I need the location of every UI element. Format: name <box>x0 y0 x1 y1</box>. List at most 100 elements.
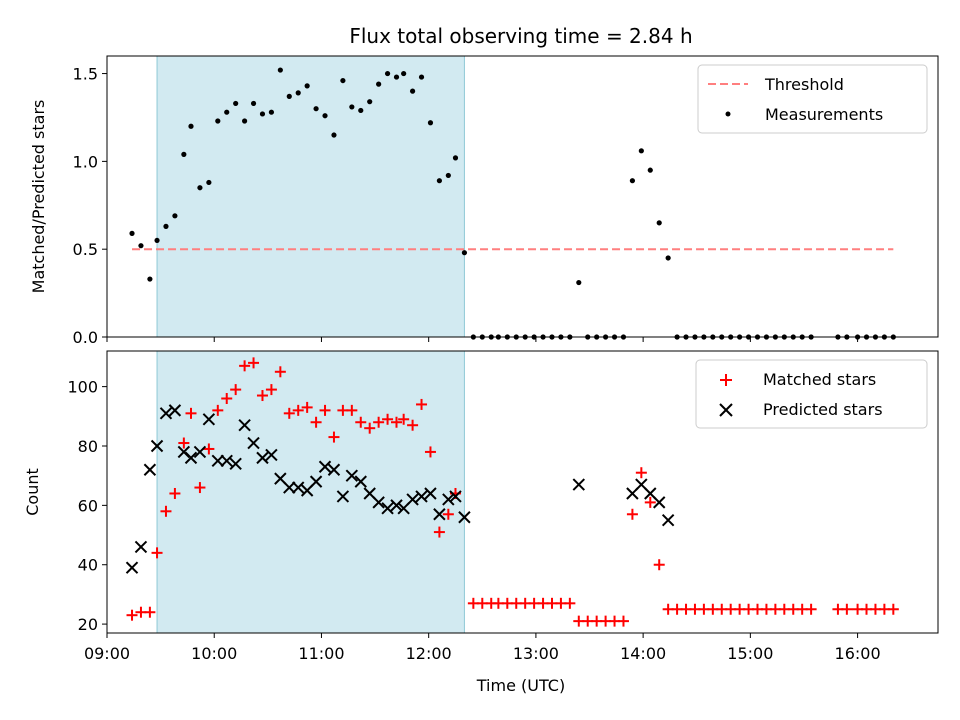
bottom-y-tick-label: 100 <box>67 378 98 397</box>
matched-star-point <box>144 606 156 618</box>
predicted-star-point <box>318 460 332 473</box>
matched-star-point <box>407 419 419 431</box>
top-y-axis-ticks: 0.0 0.5 1.0 1.5 <box>73 65 107 347</box>
matched-star-point <box>442 508 454 520</box>
matched-star-point <box>805 603 817 615</box>
matched-star-point <box>256 390 268 402</box>
measurement-point <box>409 88 416 94</box>
threshold-legend-label: Threshold <box>764 75 844 94</box>
measurements-legend-swatch <box>725 111 731 117</box>
predicted-star-point <box>134 540 148 554</box>
measurement-point <box>656 220 662 226</box>
x-tick-label: 09:00 <box>84 644 130 663</box>
measurement-point <box>331 132 337 138</box>
matched-star-point <box>373 416 385 428</box>
measurement-point <box>427 120 434 126</box>
measurement-point <box>138 243 144 249</box>
measurement-point <box>250 100 257 107</box>
measurement-point <box>147 276 153 282</box>
measurement-point <box>197 185 203 191</box>
x-tick-label: 11:00 <box>298 644 344 663</box>
matched-star-point <box>239 360 251 372</box>
bottom-legend-box <box>695 359 928 429</box>
bottom-y-tick-label: 80 <box>78 437 98 456</box>
matched-star-point <box>301 401 313 413</box>
measurement-point <box>401 70 407 77</box>
matched-star-point <box>364 422 376 434</box>
matched-stars-legend-swatch <box>720 374 732 386</box>
matched-star-point <box>248 357 260 369</box>
x-tick-label: 16:00 <box>835 644 881 663</box>
observing-interval-band <box>156 55 465 338</box>
matched-star-point <box>433 526 445 538</box>
measurement-point <box>436 178 442 184</box>
predicted-star-point <box>390 499 403 512</box>
predicted-star-point <box>211 454 225 468</box>
predicted-star-point <box>193 445 207 459</box>
measurement-point <box>445 172 451 179</box>
matched-star-point <box>355 416 367 428</box>
predicted-star-point <box>309 475 323 488</box>
matched-star-point <box>221 392 233 404</box>
measurement-point <box>418 74 425 80</box>
x-axis-label: Time (UTC) <box>476 676 565 695</box>
matched-star-point <box>424 446 436 458</box>
measurement-point <box>313 106 319 112</box>
predicted-star-point <box>433 508 446 521</box>
matched-star-point <box>230 384 242 396</box>
matched-star-point <box>126 609 138 621</box>
predicted-star-point <box>354 475 367 488</box>
matched-star-point <box>169 487 181 499</box>
predicted-star-point <box>415 490 428 503</box>
measurement-point <box>393 74 400 80</box>
measurement-point <box>384 70 391 77</box>
measurements-legend-label: Measurements <box>765 105 883 124</box>
predicted-star-point <box>202 413 216 426</box>
matched-star-point <box>292 404 304 416</box>
measurement-point <box>461 250 468 256</box>
matched-star-point <box>887 603 899 615</box>
measurement-point <box>295 90 301 96</box>
measurement-point <box>233 100 239 107</box>
predicted-star-point <box>345 469 359 482</box>
top-y-tick-label: 0.5 <box>73 240 98 259</box>
predicted-star-point <box>265 448 278 462</box>
predicted-star-point <box>159 407 173 420</box>
matched-star-point <box>328 431 340 443</box>
x-tick-label: 14:00 <box>620 644 666 663</box>
measurement-point <box>349 104 355 110</box>
measurement-point <box>367 99 373 105</box>
matched-star-point <box>212 404 224 416</box>
bottom-y-tick-label: 60 <box>78 496 98 515</box>
observing-interval-band <box>156 350 465 634</box>
x-tick-label: 12:00 <box>406 644 452 663</box>
predicted-star-point <box>143 463 157 476</box>
matched-star-point <box>319 404 331 416</box>
matched-star-point <box>283 407 295 419</box>
matched-star-point <box>398 413 410 425</box>
predicted-star-point <box>220 454 233 468</box>
matched-star-point <box>416 398 428 410</box>
matched-star-point <box>644 496 656 508</box>
bottom-panel: 20 40 60 80 100 09:00 10:00 11:00 12:00 13:00 14:… <box>23 350 939 695</box>
measurement-point <box>188 123 194 129</box>
predicted-star-point <box>238 419 251 432</box>
x-tick-label: 13:00 <box>513 644 559 663</box>
matched-star-point <box>185 407 197 419</box>
matched-star-point <box>617 615 629 627</box>
measurement-point <box>206 179 212 186</box>
matched-star-point <box>391 416 403 428</box>
matched-star-point <box>635 467 647 479</box>
x-tick-label: 10:00 <box>191 644 237 663</box>
chart-title: Flux total observing time = 2.84 h <box>349 24 692 48</box>
top-panel: 0.0 0.5 1.0 1.5 Matched/Predicted stars Thr… <box>29 55 939 347</box>
matched-star-point <box>194 482 206 494</box>
predicted-star-point <box>653 496 666 509</box>
bottom-plot-frame <box>106 350 939 634</box>
predicted-stars-legend-label: Predicted stars <box>763 400 883 419</box>
measurement-point <box>286 93 292 99</box>
measurement-point <box>340 77 346 84</box>
measurement-point <box>647 167 653 173</box>
top-y-tick-label: 0.0 <box>73 328 98 347</box>
